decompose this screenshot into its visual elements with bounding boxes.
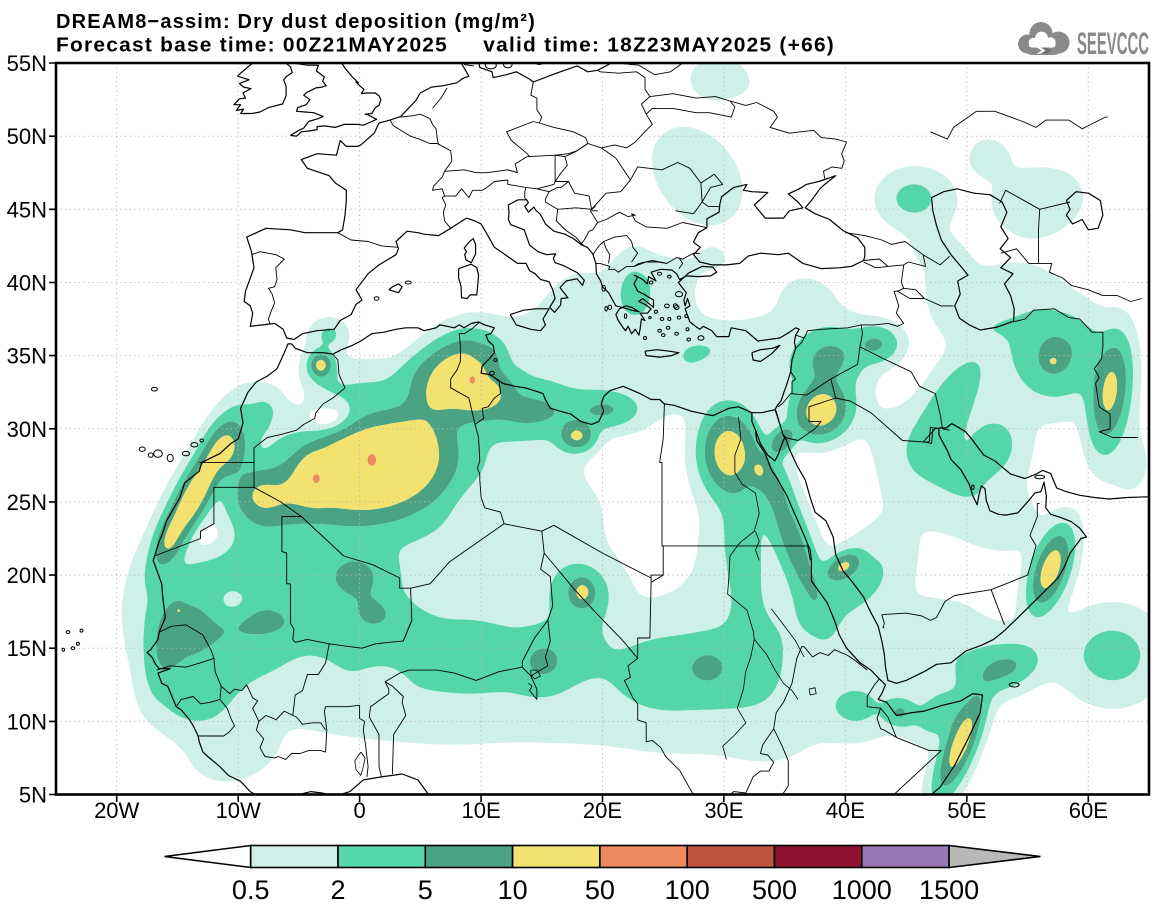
svg-text:10W: 10W [216,798,261,823]
svg-text:50E: 50E [947,798,986,823]
svg-text:Forecast base time: 00Z21MAY20: Forecast base time: 00Z21MAY2025 valid t… [56,34,835,57]
svg-text:25N: 25N [7,490,47,515]
svg-text:0: 0 [353,798,365,823]
svg-text:60E: 60E [1069,798,1108,823]
svg-text:SEEVCCC: SEEVCCC [1077,25,1149,61]
svg-text:40E: 40E [826,798,865,823]
svg-text:50: 50 [585,875,615,905]
svg-text:5N: 5N [19,783,47,808]
svg-text:1000: 1000 [832,875,892,905]
svg-text:DREAM8−assim: Dry dust deposit: DREAM8−assim: Dry dust deposition (mg/m²… [56,10,536,33]
svg-text:50N: 50N [7,124,47,149]
svg-text:0.5: 0.5 [232,875,270,905]
svg-text:40N: 40N [7,271,47,296]
svg-text:20E: 20E [583,798,622,823]
svg-text:30N: 30N [7,417,47,442]
svg-text:30E: 30E [704,798,743,823]
svg-text:10: 10 [498,875,528,905]
svg-text:100: 100 [665,875,710,905]
svg-text:35N: 35N [7,344,47,369]
svg-text:15N: 15N [7,636,47,661]
svg-text:500: 500 [752,875,797,905]
svg-text:1500: 1500 [919,875,979,905]
svg-text:10E: 10E [462,798,501,823]
svg-text:20W: 20W [94,798,139,823]
svg-text:55N: 55N [7,51,47,76]
svg-text:5: 5 [418,875,433,905]
svg-text:20N: 20N [7,563,47,588]
svg-text:10N: 10N [7,709,47,734]
svg-text:45N: 45N [7,197,47,222]
svg-text:2: 2 [330,875,345,905]
